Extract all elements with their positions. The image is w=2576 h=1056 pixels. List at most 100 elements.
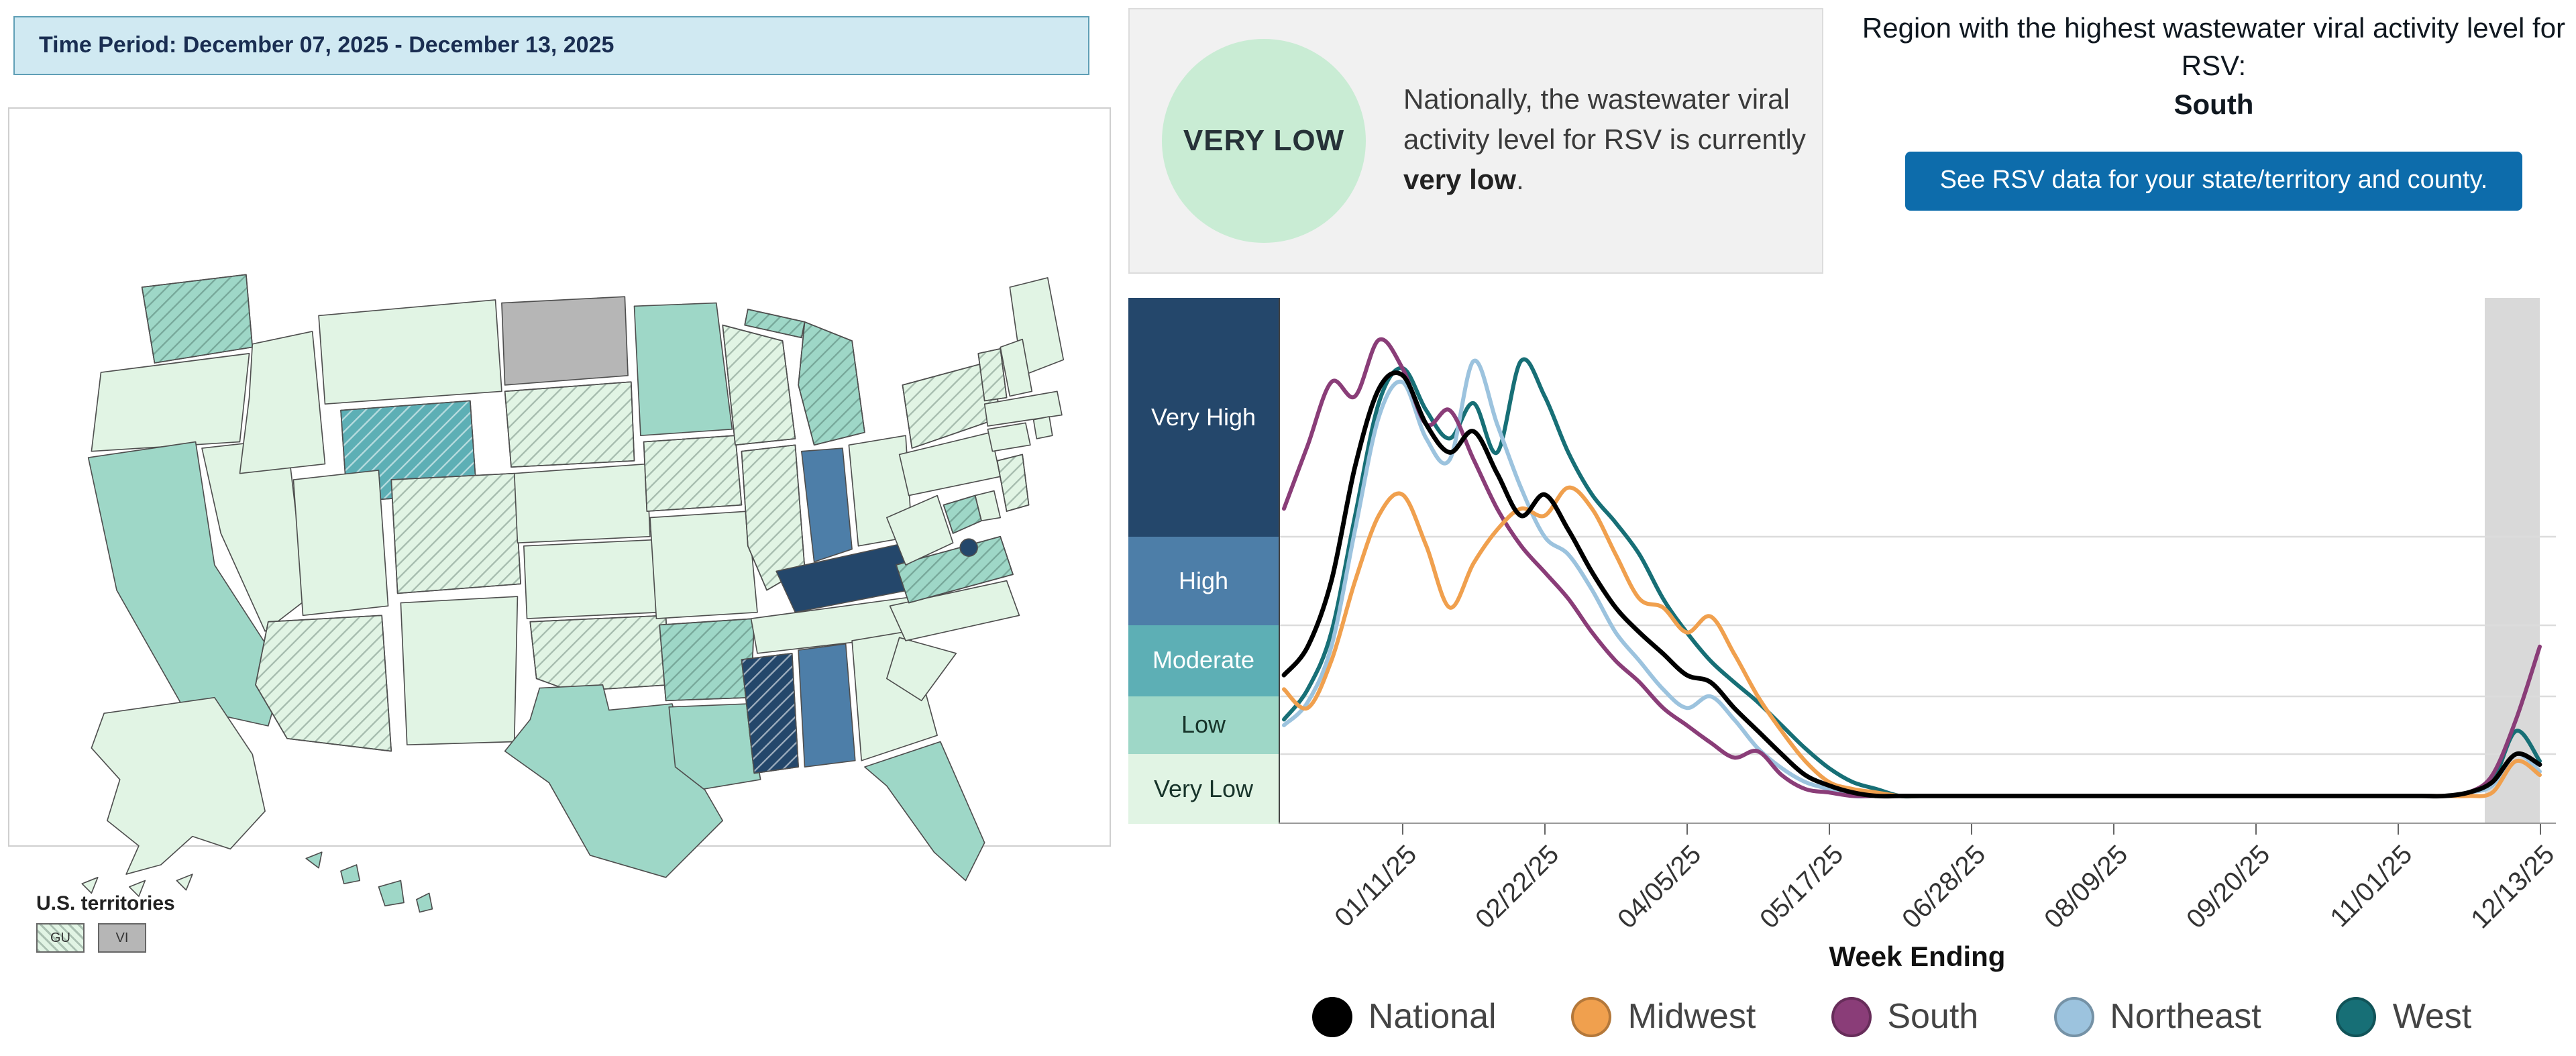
state-or[interactable] xyxy=(91,353,250,452)
legend-item-west[interactable]: West xyxy=(2336,996,2472,1037)
hatch-overlay xyxy=(529,615,670,692)
territory-boxes: GU VI xyxy=(36,923,175,953)
x-axis-title: Week Ending xyxy=(1829,942,2006,973)
state-tx[interactable] xyxy=(504,684,724,878)
state-ut[interactable] xyxy=(292,470,389,617)
legend-item-northeast[interactable]: Northeast xyxy=(2053,996,2261,1037)
tick-mark xyxy=(2113,824,2115,835)
summary-text-suffix: . xyxy=(1516,164,1524,196)
hatch-overlay xyxy=(744,309,806,339)
tick-mark xyxy=(2255,824,2257,835)
tick-mark xyxy=(1686,824,1688,835)
legend-dot xyxy=(2336,996,2377,1037)
hatch-overlay xyxy=(141,274,254,364)
territory-gu[interactable]: GU xyxy=(36,923,85,953)
tick-mark xyxy=(2398,824,2400,835)
trend-chart-plot[interactable] xyxy=(1279,298,2556,824)
tick-label: 08/09/25 xyxy=(2039,840,2135,935)
legend-item-midwest[interactable]: Midwest xyxy=(1571,996,1756,1037)
hatch-overlay xyxy=(659,618,755,702)
state-hi[interactable] xyxy=(378,880,405,906)
band-very_high: Very High xyxy=(1128,298,1279,537)
legend-item-national[interactable]: National xyxy=(1311,996,1497,1037)
tick-label: 12/13/25 xyxy=(2465,840,2561,935)
hatch-overlay xyxy=(741,652,799,774)
highest-region-name: South xyxy=(2174,89,2254,121)
state-mt[interactable] xyxy=(318,299,502,405)
state-ak[interactable] xyxy=(128,880,146,897)
territory-code: VI xyxy=(115,931,129,945)
summary-text-level: very low xyxy=(1403,164,1517,196)
hatch-overlay xyxy=(996,454,1030,512)
series-national xyxy=(1281,370,2542,799)
tick-mark xyxy=(1402,824,1404,835)
see-rsv-data-button[interactable]: See RSV data for your state/territory an… xyxy=(1904,151,2523,211)
hatch-overlay xyxy=(943,494,982,534)
state-mn[interactable] xyxy=(633,302,733,437)
legend-label: Northeast xyxy=(2110,996,2261,1036)
state-nc[interactable] xyxy=(889,580,1020,641)
state-nd[interactable] xyxy=(501,296,629,386)
legend-label: Midwest xyxy=(1627,996,1756,1036)
summary-text-prefix: Nationally, the wastewater viral activit… xyxy=(1403,85,1806,156)
state-ak[interactable] xyxy=(81,876,99,894)
activity-level-axis: Very High High Moderate Low Very Low xyxy=(1128,298,1279,824)
band-very_low: Very Low xyxy=(1128,754,1279,824)
state-in[interactable] xyxy=(801,447,853,563)
state-hi[interactable] xyxy=(416,892,433,913)
state-ak[interactable] xyxy=(176,874,193,891)
state-mo[interactable] xyxy=(649,511,758,619)
state-ak[interactable] xyxy=(91,696,266,875)
hatch-overlay xyxy=(722,324,796,446)
tick-label: 05/17/25 xyxy=(1755,840,1850,935)
territories-legend: U.S. territories GU VI xyxy=(36,892,175,953)
time-period-label: Time Period: December 07, 2025 - Decembe… xyxy=(39,32,614,58)
state-hi[interactable] xyxy=(305,851,323,869)
series-northeast xyxy=(1282,358,2542,799)
state-ct[interactable] xyxy=(987,422,1031,452)
state-sc[interactable] xyxy=(886,637,957,702)
state-nm[interactable] xyxy=(400,596,519,746)
tick-mark xyxy=(1971,824,1973,835)
tick-label: 09/20/25 xyxy=(2181,840,2277,935)
legend-dot xyxy=(1571,996,1612,1037)
band-high: High xyxy=(1128,537,1279,625)
state-la[interactable] xyxy=(668,703,761,790)
national-summary-panel: VERY LOW Nationally, the wastewater vira… xyxy=(1128,8,1823,274)
tick-label: 06/28/25 xyxy=(1897,840,1992,935)
tick-label: 02/22/25 xyxy=(1470,840,1566,935)
state-nh[interactable] xyxy=(1000,338,1033,397)
band-moderate: Moderate xyxy=(1128,625,1279,696)
hatch-overlay xyxy=(255,615,392,752)
territory-vi[interactable]: VI xyxy=(98,923,146,953)
state-ri[interactable] xyxy=(1032,416,1053,439)
us-map[interactable] xyxy=(28,224,1102,950)
region-callout: Region with the highest wastewater viral… xyxy=(1858,11,2569,211)
tick-label: 11/01/25 xyxy=(2325,840,2419,934)
tick-mark xyxy=(1829,824,1831,835)
tick-mark xyxy=(1544,824,1546,835)
legend-item-south[interactable]: South xyxy=(1831,996,1978,1037)
state-dc[interactable] xyxy=(959,538,978,557)
tick-mark xyxy=(2539,824,2541,835)
state-ks[interactable] xyxy=(523,539,660,619)
state-ne[interactable] xyxy=(513,463,651,543)
state-fl[interactable] xyxy=(864,741,985,882)
state-hi[interactable] xyxy=(340,864,361,885)
state-al[interactable] xyxy=(798,643,856,768)
series-midwest xyxy=(1282,485,2542,798)
series-west xyxy=(1282,357,2542,799)
chart-legend: National Midwest South Northeast West xyxy=(1208,996,2576,1037)
region-heading: Region with the highest wastewater viral… xyxy=(1862,13,2566,83)
legend-dot xyxy=(1311,996,1352,1037)
state-wv[interactable] xyxy=(886,494,954,566)
legend-dot xyxy=(1831,996,1872,1037)
tick-label: 04/05/25 xyxy=(1613,840,1708,935)
hatch-overlay xyxy=(390,472,521,594)
state-id[interactable] xyxy=(239,331,326,474)
legend-label: West xyxy=(2392,996,2472,1036)
legend-label: South xyxy=(1887,996,1979,1036)
territory-code: GU xyxy=(50,931,70,945)
legend-label: National xyxy=(1368,996,1497,1036)
